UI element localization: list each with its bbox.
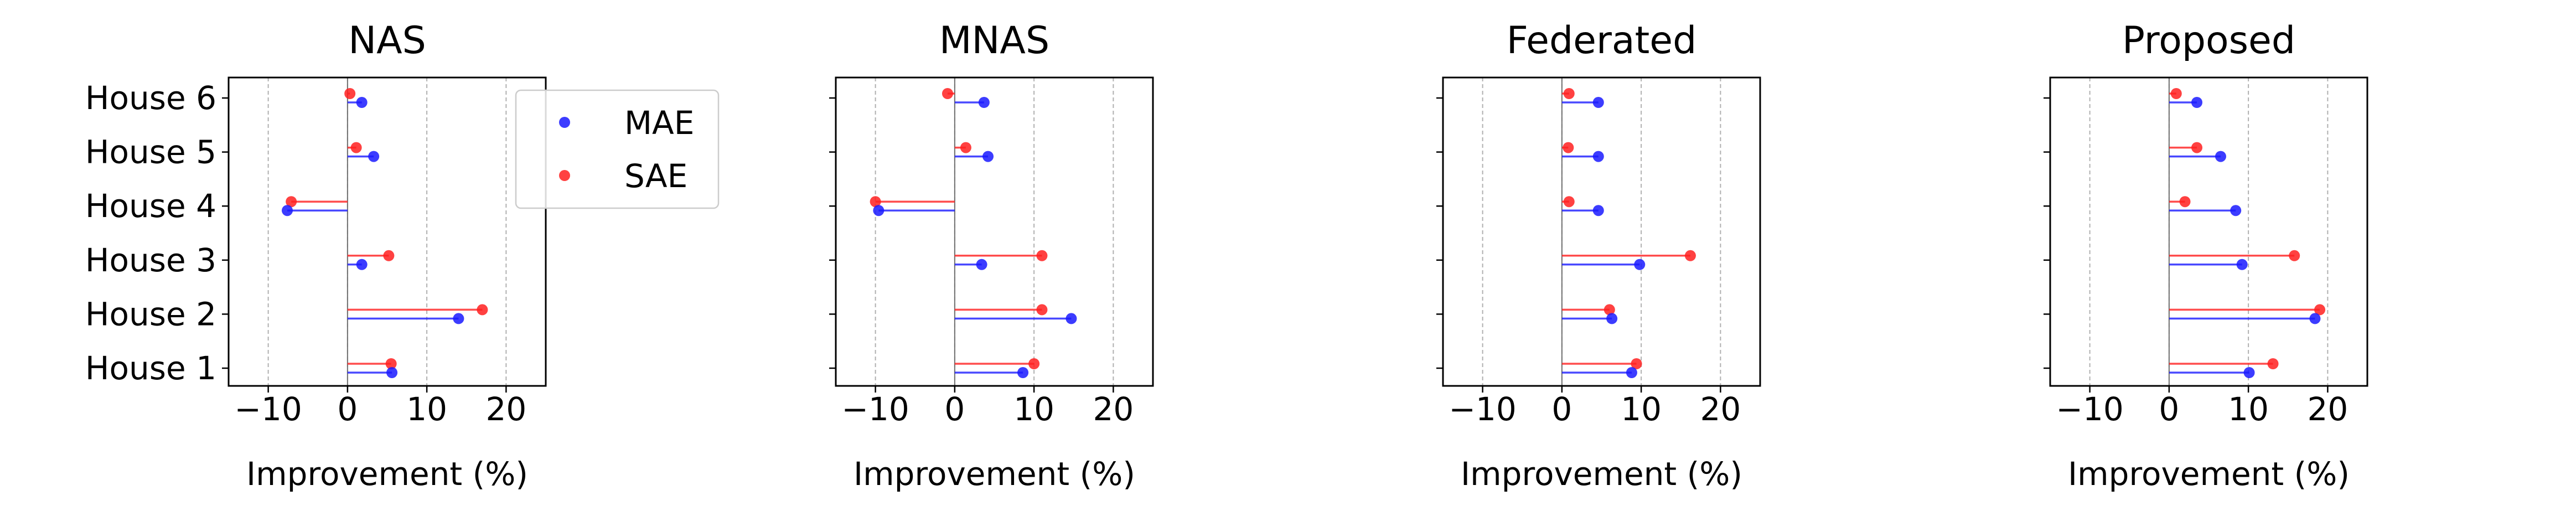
sae-point <box>1563 196 1575 208</box>
sae-point <box>477 304 488 316</box>
x-tick-label: 10 <box>1013 390 1054 428</box>
sae-point <box>2267 358 2279 369</box>
x-tick-label: 20 <box>1700 390 1741 428</box>
chart-panel-4: −10 0 10 20 Proposed Improvement (%) <box>2044 19 2368 493</box>
sae-point <box>960 142 971 153</box>
sae-point <box>350 142 362 153</box>
x-tick-label: −10 <box>1449 390 1516 428</box>
x-tick-label: 20 <box>1093 390 1134 428</box>
x-axis-label: Improvement (%) <box>854 455 1135 493</box>
sae-point <box>2179 196 2191 208</box>
x-tick-label: −10 <box>234 390 302 428</box>
sae-point <box>2191 142 2203 153</box>
sae-point <box>1036 304 1048 316</box>
chart-panel-3: −10 0 10 20 Federated Improvement (%) <box>1436 19 1761 493</box>
sae-point <box>942 88 953 99</box>
chart-panel-1: −10 0 10 20 House 1 House 2 House 3 House 4 Hous… <box>85 19 720 493</box>
sae-point <box>1631 358 1642 369</box>
y-tick-label: House 3 <box>85 241 216 279</box>
mae-point <box>1592 97 1604 108</box>
sae-point <box>1028 358 1040 369</box>
mae-point <box>386 367 398 378</box>
x-tick-label: −10 <box>841 390 909 428</box>
mae-point <box>2215 151 2226 162</box>
mae-point <box>873 205 884 216</box>
mae-point <box>1626 367 1637 378</box>
axes-frame <box>1442 76 1761 387</box>
legend-label: SAE <box>624 157 687 195</box>
mae-point <box>1634 259 1646 270</box>
chart-title: NAS <box>348 19 426 63</box>
x-tick-label: 20 <box>485 390 526 428</box>
sae-point <box>1603 304 1615 316</box>
x-axis-label: Improvement (%) <box>2068 455 2350 493</box>
mae-point <box>453 313 464 324</box>
y-tick-label: House 5 <box>85 133 216 171</box>
legend: MAE SAE <box>515 89 720 209</box>
mae-point <box>2236 259 2248 270</box>
sae-point <box>383 250 395 261</box>
mae-point <box>1592 151 1604 162</box>
x-tick-label: 10 <box>1621 390 1662 428</box>
sae-point <box>385 358 397 369</box>
mae-point <box>2230 205 2242 216</box>
x-tick-label: 0 <box>944 390 965 428</box>
mae-point <box>1592 205 1604 216</box>
mae-point <box>978 97 990 108</box>
chart-panel-2: −10 0 10 20 MNAS Improvement (%) <box>829 19 1154 493</box>
sae-point <box>2314 304 2326 316</box>
x-tick-label: 20 <box>2307 390 2348 428</box>
mae-point <box>1606 313 1618 324</box>
mae-point <box>1017 367 1029 378</box>
x-tick-label: 10 <box>2228 390 2269 428</box>
sae-point <box>344 88 356 99</box>
y-tick-label: House 6 <box>85 79 216 117</box>
legend-marker <box>559 117 570 128</box>
x-axis-label: Improvement (%) <box>1461 455 1742 493</box>
x-tick-label: 0 <box>2159 390 2179 428</box>
mae-point <box>282 205 293 216</box>
chart-title: Federated <box>1507 19 1697 63</box>
y-tick-label: House 4 <box>85 187 216 225</box>
x-tick-label: 0 <box>337 390 358 428</box>
x-tick-label: −10 <box>2056 390 2123 428</box>
sae-point <box>1563 88 1575 99</box>
sae-point <box>870 196 881 208</box>
mae-point <box>356 259 368 270</box>
y-tick-label: House 1 <box>85 349 216 387</box>
chart-title: Proposed <box>2122 19 2295 63</box>
sae-point <box>1036 250 1048 261</box>
axes-frame <box>2049 76 2368 387</box>
axes-frame <box>835 76 1154 387</box>
sae-point <box>1563 142 1574 153</box>
mae-point <box>2309 313 2321 324</box>
axes-frame <box>227 76 547 387</box>
mae-point <box>356 97 368 108</box>
mae-point <box>982 151 994 162</box>
legend-label: MAE <box>624 104 694 142</box>
mae-point <box>368 151 380 162</box>
chart-title: MNAS <box>939 19 1049 63</box>
mae-point <box>976 259 987 270</box>
sae-point <box>1684 250 1696 261</box>
sae-point <box>2170 88 2182 99</box>
mae-point <box>1065 313 1077 324</box>
x-tick-label: 10 <box>406 390 447 428</box>
mae-point <box>2243 367 2255 378</box>
sae-point <box>286 196 297 208</box>
mae-point <box>2191 97 2203 108</box>
x-axis-label: Improvement (%) <box>246 455 528 493</box>
x-tick-label: 0 <box>1551 390 1572 428</box>
sae-point <box>2289 250 2300 261</box>
legend-marker <box>559 170 570 181</box>
y-tick-label: House 2 <box>85 295 216 333</box>
